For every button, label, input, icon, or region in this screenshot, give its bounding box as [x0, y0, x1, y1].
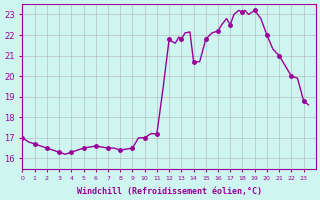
X-axis label: Windchill (Refroidissement éolien,°C): Windchill (Refroidissement éolien,°C) — [76, 187, 262, 196]
